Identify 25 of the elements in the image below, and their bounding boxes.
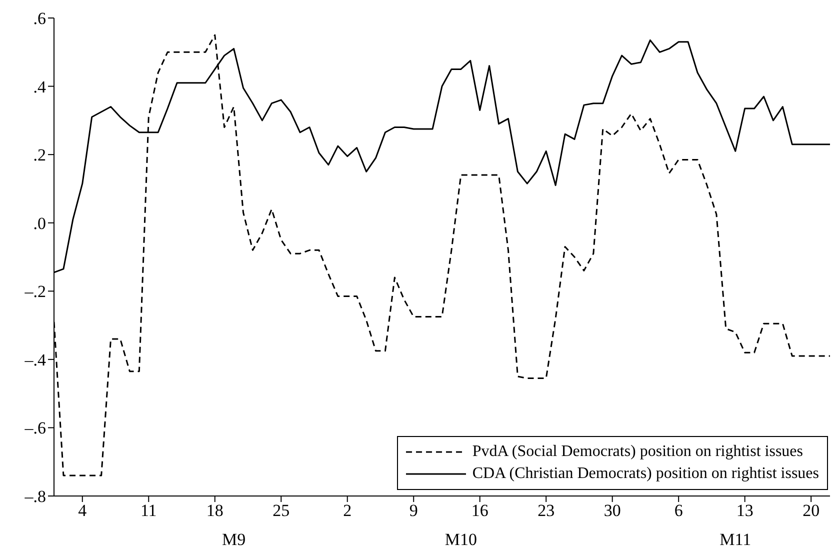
y-tick-label: –.8 <box>24 487 46 506</box>
x-tick-label: 25 <box>272 501 290 520</box>
y-tick-label: –.6 <box>24 418 46 438</box>
x-tick-label: 13 <box>736 501 754 520</box>
y-tick-label: .6 <box>33 9 46 28</box>
x2-tick-label: M11 <box>720 530 752 550</box>
x-tick-label: 11 <box>140 501 157 520</box>
x-tick-label: 2 <box>343 501 352 520</box>
x-tick-label: 30 <box>604 501 621 520</box>
x2-tick-label: M10 <box>444 530 477 550</box>
x-tick-label: 6 <box>674 501 683 520</box>
x-tick-label: 23 <box>538 501 555 520</box>
x-tick-label: 4 <box>78 501 88 520</box>
x2-tick-label: M9 <box>222 530 246 550</box>
legend-label: PvdA (Social Democrats) position on rightist issues <box>472 442 803 462</box>
y-tick-label: .2 <box>33 146 46 165</box>
y-tick-label: –.4 <box>24 350 46 370</box>
y-tick-label: –.2 <box>24 282 46 302</box>
x-tick-label: 18 <box>206 501 224 520</box>
x-tick-label: 9 <box>409 501 418 520</box>
y-tick-label: .0 <box>33 214 46 233</box>
y-tick-label: .4 <box>33 77 46 96</box>
x-tick-label: 20 <box>802 501 820 520</box>
legend-label: CDA (Christian Democrats) position on rightist issues <box>472 464 819 484</box>
x-tick-label: 16 <box>471 501 488 520</box>
